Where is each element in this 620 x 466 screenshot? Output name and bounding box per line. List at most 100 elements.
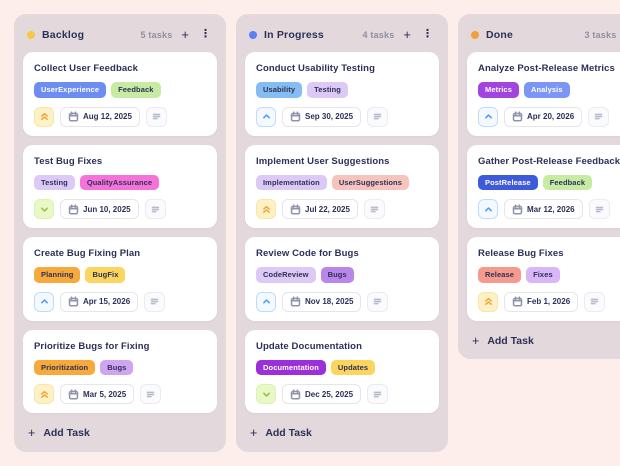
priority-high-badge — [256, 199, 276, 219]
chevron-up-icon — [262, 299, 270, 304]
chevrons-up-icon — [40, 112, 48, 120]
task-meta: Apr 20, 2026 — [478, 106, 620, 127]
due-date-text: Jul 22, 2025 — [305, 204, 350, 214]
notes-chip — [144, 199, 166, 219]
tag-list: UserExperience Feedback — [34, 82, 206, 98]
tag-list: Prioritization Bugs — [34, 359, 206, 375]
due-date-chip: Mar 12, 2026 — [504, 199, 583, 219]
add-task-label: Add Task — [43, 427, 90, 440]
column-title: Backlog — [42, 28, 85, 41]
tag: Testing — [307, 82, 348, 98]
task-meta: Jun 10, 2025 — [34, 199, 206, 219]
calendar-icon — [512, 203, 523, 215]
tag-list: PostRelease Feedback — [478, 174, 620, 190]
task-card[interactable]: Update Documentation Documentation Updates… — [245, 329, 439, 413]
due-date-chip: Feb 1, 2026 — [504, 291, 579, 312]
due-date-text: Jun 10, 2025 — [83, 204, 131, 214]
calendar-icon — [68, 388, 79, 400]
task-meta: Apr 15, 2026 — [34, 291, 206, 312]
task-title: Conduct Usability Testing — [256, 63, 375, 74]
tag: Planning — [34, 267, 81, 283]
tag: Bugs — [320, 267, 354, 283]
notes-icon — [151, 206, 159, 212]
task-card[interactable]: Review Code for Bugs CodeReview Bugs Nov 18… — [245, 237, 439, 321]
plus-icon: + — [28, 426, 36, 440]
notes-icon — [590, 298, 599, 305]
task-card[interactable]: Create Bug Fixing Plan Planning BugFix Apr … — [23, 237, 217, 321]
tag: UserExperience — [34, 82, 107, 98]
notes-chip — [145, 106, 167, 127]
notes-chip — [367, 291, 389, 312]
notes-chip — [584, 291, 606, 312]
notes-chip — [367, 106, 389, 127]
due-date-chip: Aug 12, 2025 — [60, 106, 140, 127]
tag-list: Implementation UserSuggestions — [256, 174, 428, 190]
notes-chip — [144, 291, 166, 312]
add-card-button[interactable]: + — [181, 27, 189, 42]
chevrons-up-icon — [484, 297, 492, 305]
column-menu-button[interactable]: ⋮ — [200, 28, 211, 40]
column-task-count: 4 tasks — [362, 29, 395, 40]
add-task-button[interactable]: + Add Task — [245, 422, 317, 443]
tag: Testing — [34, 174, 75, 190]
tag: Release — [478, 267, 522, 283]
calendar-icon — [290, 296, 301, 307]
due-date-text: Sep 30, 2025 — [305, 112, 354, 121]
due-date-chip: Jun 10, 2025 — [60, 199, 139, 219]
column-task-count: 5 tasks — [140, 29, 173, 40]
notes-icon — [150, 298, 159, 305]
priority-medium-badge — [478, 199, 498, 219]
priority-high-badge — [34, 384, 54, 404]
task-title: Implement User Suggestions — [256, 155, 390, 167]
tag: Prioritization — [34, 359, 96, 375]
due-date-text: Mar 12, 2026 — [527, 204, 575, 214]
column-backlog: Backlog 5 tasks + ⋮ Collect User Feedback Use… — [14, 14, 226, 452]
task-card[interactable]: Analyze Post-Release Metrics Metrics Analy… — [467, 52, 620, 136]
calendar-icon — [512, 296, 523, 307]
task-card[interactable]: Prioritize Bugs for Fixing Prioritization… — [23, 329, 217, 413]
column-menu-button[interactable]: ⋮ — [422, 28, 433, 40]
tag-list: Usability Testing — [256, 82, 428, 98]
due-date-chip: Sep 30, 2025 — [282, 106, 362, 127]
task-meta: Feb 1, 2026 — [478, 291, 620, 312]
due-date-text: Apr 15, 2026 — [83, 297, 131, 306]
notes-icon — [595, 206, 603, 212]
task-meta: Mar 5, 2025 — [34, 384, 206, 404]
task-title: Test Bug Fixes — [34, 155, 103, 167]
tag-list: Planning BugFix — [34, 267, 206, 283]
tag-list: CodeReview Bugs — [256, 267, 428, 283]
task-card[interactable]: Collect User Feedback UserExperience Feedb… — [23, 52, 217, 136]
due-date-text: Dec 25, 2025 — [305, 389, 354, 399]
task-meta: Dec 25, 2025 — [256, 384, 428, 404]
notes-chip — [367, 384, 389, 404]
notes-icon — [146, 391, 155, 397]
tag: Usability — [256, 82, 303, 98]
task-card[interactable]: Implement User Suggestions Implementation… — [245, 144, 439, 228]
add-card-button[interactable]: + — [403, 27, 411, 42]
task-meta: Nov 18, 2025 — [256, 291, 428, 312]
task-card[interactable]: Test Bug Fixes Testing QualityAssurance Jun… — [23, 144, 217, 228]
priority-low-badge — [34, 199, 54, 219]
due-date-chip: Apr 20, 2026 — [504, 106, 583, 127]
tag: PostRelease — [478, 174, 538, 190]
tag-list: Metrics Analysis — [478, 82, 620, 98]
priority-high-badge — [34, 106, 54, 127]
add-task-button[interactable]: + Add Task — [467, 330, 539, 351]
task-card[interactable]: Conduct Usability Testing Usability Testin… — [245, 52, 439, 136]
column-header: Backlog 5 tasks + ⋮ — [23, 23, 217, 52]
task-title: Update Documentation — [256, 340, 362, 352]
task-card[interactable]: Gather Post-Release Feedback PostRelease F… — [467, 144, 620, 228]
priority-medium-badge — [256, 291, 276, 312]
tag-list: Release Fixes — [478, 267, 620, 283]
tag: UserSuggestions — [331, 174, 410, 190]
plus-icon: + — [250, 426, 258, 440]
due-date-text: Nov 18, 2025 — [305, 297, 354, 306]
column-title: In Progress — [264, 28, 324, 41]
due-date-chip: Nov 18, 2025 — [282, 291, 362, 312]
task-card[interactable]: Release Bug Fixes Release Fixes Feb 1, 2026 — [467, 237, 620, 321]
add-task-button[interactable]: + Add Task — [23, 422, 95, 443]
due-date-text: Apr 20, 2026 — [527, 112, 575, 121]
